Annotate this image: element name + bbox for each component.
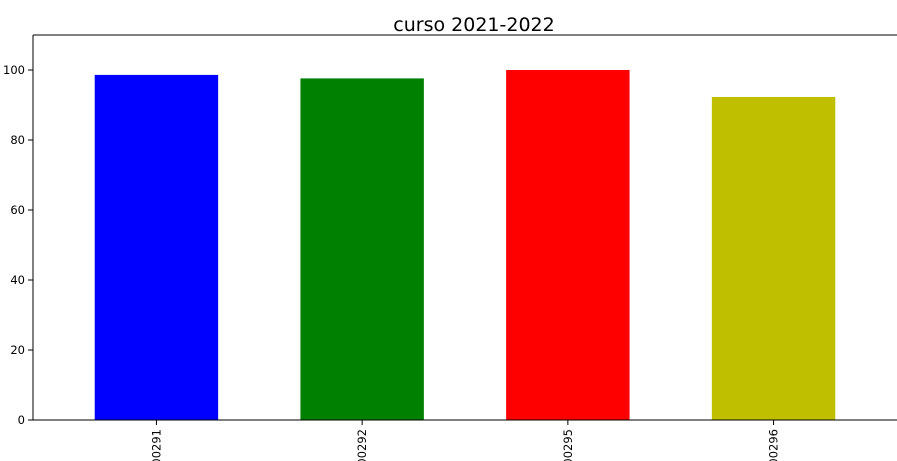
axes-spines [32,34,897,421]
y-tick-label: 100 [3,63,25,77]
y-axis-ticks: 0 20 40 60 80 100 [3,63,33,427]
y-tick-label: 40 [10,273,25,287]
chart-title: curso 2021-2022 [393,14,554,36]
x-axis-ticks: 600291 600292 600295 600296 [149,420,781,461]
bar-600296 [711,96,836,420]
y-tick-label: 80 [10,133,25,147]
y-tick-label: 60 [10,203,25,217]
x-tick-label: 600291 [149,429,163,461]
y-tick-label: 0 [18,413,25,427]
bar-600292 [300,78,424,421]
bar-600291 [94,74,219,421]
bars-group [94,70,836,421]
x-tick-label: 600295 [561,429,575,461]
x-tick-label: 600296 [767,429,781,461]
x-tick-label: 600292 [355,429,369,461]
y-tick-label: 20 [10,343,25,357]
bar-600295 [506,70,630,420]
